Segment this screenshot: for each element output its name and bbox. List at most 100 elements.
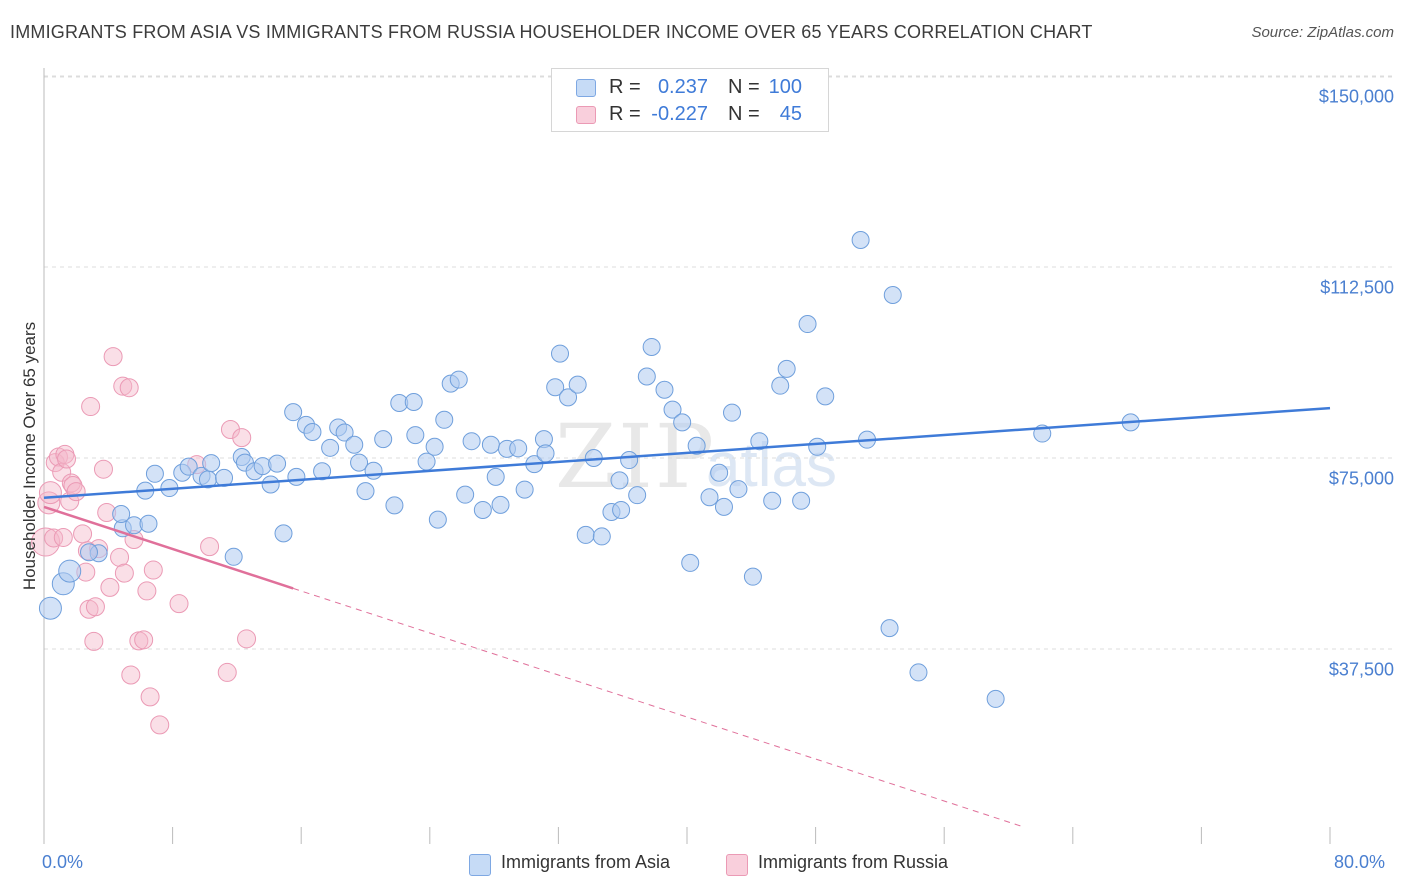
y-tick-label: $37,500 xyxy=(1328,659,1394,680)
asia-point xyxy=(763,491,782,510)
russia-point xyxy=(73,524,93,544)
legend-n-label: N = xyxy=(728,103,760,125)
asia-point xyxy=(287,467,306,486)
asia-point xyxy=(559,388,578,407)
y-tick-label: $150,000 xyxy=(1318,86,1394,107)
asia-point xyxy=(356,482,375,501)
russia-point xyxy=(134,630,154,650)
asia-points-layer xyxy=(38,231,1140,708)
grid-layer xyxy=(44,75,1396,650)
legend-r-value: 0.237 xyxy=(657,76,708,98)
russia-point xyxy=(85,597,105,617)
asia-point xyxy=(798,315,817,334)
correlation-legend: R = 0.237 N = 100 R = -0.227 N = 45 xyxy=(551,68,829,132)
asia-point xyxy=(303,423,322,442)
russia-swatch-icon xyxy=(576,106,596,124)
asia-point xyxy=(313,462,332,481)
russia-point xyxy=(113,376,133,396)
asia-point xyxy=(462,432,481,451)
asia-point xyxy=(456,485,475,504)
asia-point xyxy=(673,413,692,432)
russia-point xyxy=(81,397,101,417)
source-label: Source: ZipAtlas.com xyxy=(1251,24,1394,41)
asia-point xyxy=(486,467,505,486)
asia-point xyxy=(750,432,769,451)
asia-point xyxy=(637,367,656,386)
axis-layer xyxy=(43,68,1331,844)
x-tick-label-min: 0.0% xyxy=(42,852,84,872)
asia-point xyxy=(261,475,280,494)
legend-r-label: R = xyxy=(609,103,641,125)
asia-point xyxy=(777,359,796,378)
legend-n-label: N = xyxy=(728,76,760,98)
asia-point xyxy=(321,438,340,457)
asia-point xyxy=(406,426,425,445)
asia-point xyxy=(628,486,647,505)
asia-swatch-icon xyxy=(576,79,596,97)
asia-point xyxy=(687,436,706,455)
asia-point xyxy=(284,403,303,422)
asia-point xyxy=(536,444,555,463)
russia-point xyxy=(137,581,157,601)
asia-point xyxy=(364,461,383,480)
asia-point xyxy=(909,663,928,682)
asia-point xyxy=(38,596,62,620)
asia-point xyxy=(714,497,733,516)
asia-point xyxy=(274,524,293,543)
asia-point xyxy=(202,454,221,473)
russia-trend-extension xyxy=(293,587,1025,828)
russia-point xyxy=(38,481,62,505)
trend-layer xyxy=(43,406,1331,828)
y-tick-label: $112,500 xyxy=(1320,277,1394,298)
russia-trend-line xyxy=(43,505,294,590)
russia-point xyxy=(110,547,130,567)
asia-point xyxy=(145,464,164,483)
asia-point xyxy=(681,553,700,572)
asia-point xyxy=(592,527,611,546)
y-tick-label: $75,000 xyxy=(1328,468,1394,489)
asia-point xyxy=(112,505,131,524)
asia-point xyxy=(743,567,762,586)
asia-point xyxy=(808,437,827,456)
asia-point xyxy=(655,380,674,399)
asia-point xyxy=(880,619,899,638)
russia-point xyxy=(57,449,77,469)
russia-point xyxy=(93,459,113,479)
russia-point xyxy=(84,631,104,651)
asia-trend-line xyxy=(43,406,1331,499)
russia-point xyxy=(150,715,170,735)
chart-title: IMMIGRANTS FROM ASIA VS IMMIGRANTS FROM … xyxy=(10,22,1093,42)
asia-swatch-icon xyxy=(469,854,491,876)
asia-point xyxy=(435,410,454,429)
asia-point xyxy=(268,454,287,473)
russia-point xyxy=(200,537,220,557)
asia-point xyxy=(729,480,748,499)
russia-point xyxy=(220,419,240,439)
legend-r-value: -0.227 xyxy=(651,103,708,125)
russia-point xyxy=(114,563,134,583)
asia-point xyxy=(425,437,444,456)
asia-point xyxy=(568,375,587,394)
russia-point xyxy=(100,577,120,597)
legend-n-value: 100 xyxy=(768,76,802,98)
asia-point xyxy=(663,400,682,419)
russia-point xyxy=(119,378,139,398)
asia-point xyxy=(58,559,82,583)
russia-point xyxy=(169,594,189,614)
russia-point xyxy=(140,687,160,707)
asia-point xyxy=(642,337,661,356)
asia-point xyxy=(515,480,534,499)
russia-point xyxy=(66,482,86,502)
legend-label-asia: Immigrants from Asia xyxy=(501,852,671,872)
asia-point xyxy=(771,376,790,395)
russia-swatch-icon xyxy=(726,854,748,876)
asia-point xyxy=(417,452,436,471)
asia-point xyxy=(546,378,565,397)
russia-point xyxy=(53,527,73,547)
asia-point xyxy=(610,471,629,490)
asia-point xyxy=(179,457,198,476)
russia-point xyxy=(45,453,65,473)
legend-r-label: R = xyxy=(609,76,641,98)
asia-point xyxy=(350,453,369,472)
